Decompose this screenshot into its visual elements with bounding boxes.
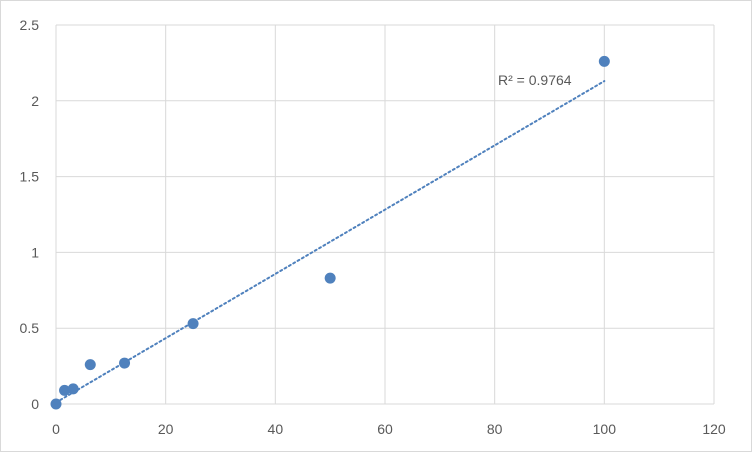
r-squared-label: R² = 0.9764 [498,72,572,88]
data-point [50,398,62,410]
data-point [84,359,96,371]
y-tick-label: 0 [31,396,39,412]
y-tick-label: 1 [31,244,39,260]
y-tick-label: 2 [31,93,39,109]
x-tick-label: 40 [268,421,284,437]
data-points [50,55,610,410]
y-tick-label: 2.5 [20,17,40,33]
trendline-group [55,80,606,404]
data-point [187,318,199,330]
y-tick-label: 1.5 [20,169,40,185]
x-tick-label: 80 [487,421,503,437]
data-point [67,383,79,395]
trendline [55,80,606,404]
data-point [324,272,336,284]
data-point [598,55,610,67]
gridlines [56,24,715,404]
axes [55,25,714,405]
y-tick-label: 0.5 [20,320,40,336]
data-point [59,384,71,396]
data-point [119,357,131,369]
x-tick-label: 120 [702,421,726,437]
x-axis-tick-labels: 0 20 40 60 80 100 120 [52,421,726,437]
y-axis-tick-labels: 0 0.5 1 1.5 2 2.5 [20,17,40,412]
x-tick-label: 0 [52,421,60,437]
x-tick-label: 100 [593,421,617,437]
x-tick-label: 20 [158,421,174,437]
x-tick-label: 60 [377,421,393,437]
